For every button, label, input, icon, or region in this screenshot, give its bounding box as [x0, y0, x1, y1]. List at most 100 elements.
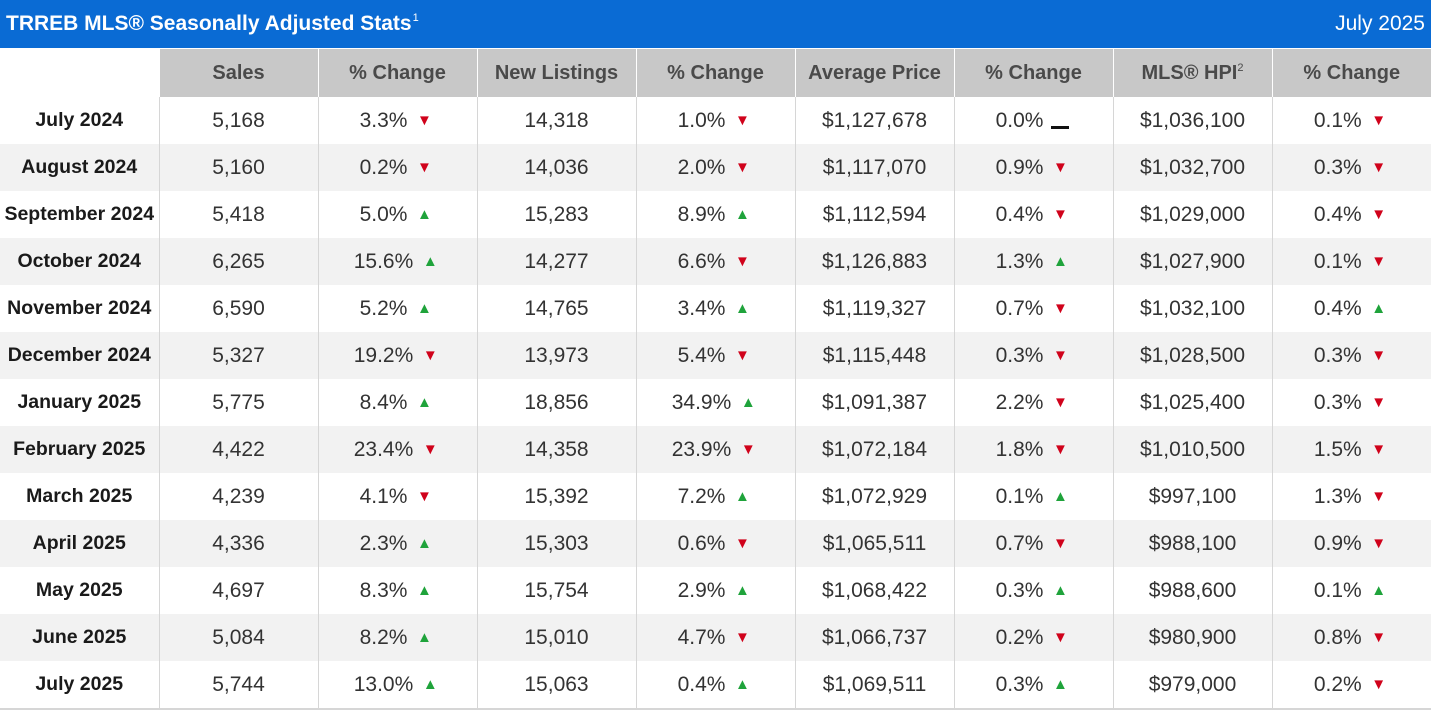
cell-listings-pct: 5.4% ▼: [635, 332, 795, 379]
row-month-label: July 2025: [0, 661, 159, 708]
cell-avg-price-pct: 0.3% ▼: [953, 332, 1113, 379]
column-header-label: % Change: [985, 61, 1082, 84]
pct-change: 7.2% ▲: [678, 485, 754, 509]
down-triangle-icon: ▼: [1371, 394, 1387, 411]
cell-sales: 5,418: [158, 191, 318, 238]
pct-change-value: 1.5%: [1313, 437, 1362, 461]
cell-listings: 14,318: [476, 97, 636, 144]
cell-listings-pct: 2.9% ▲: [635, 567, 795, 614]
cell-sales: 4,239: [158, 473, 318, 520]
pct-change: 4.7% ▼: [678, 626, 754, 650]
pct-change: 8.4% ▲: [360, 391, 436, 415]
down-triangle-icon: ▼: [1371, 206, 1387, 223]
cell-sales-pct: 19.2% ▼: [317, 332, 477, 379]
cell-avg-price: $1,069,511: [794, 661, 954, 708]
cell-hpi-pct: 0.1% ▼: [1271, 238, 1431, 285]
pct-change: 2.0% ▼: [678, 156, 754, 180]
cell-sales-pct: 5.2% ▲: [317, 285, 477, 332]
pct-change-value: 0.3%: [995, 343, 1044, 367]
cell-avg-price: $1,115,448: [794, 332, 954, 379]
title-bar: TRREB MLS® Seasonally Adjusted Stats1 Ju…: [0, 0, 1431, 48]
up-triangle-icon: ▲: [417, 206, 432, 223]
cell-hpi-pct: 0.4% ▲: [1271, 285, 1431, 332]
cell-sales-pct: 0.2% ▼: [317, 144, 477, 191]
pct-change-value: 6.6%: [677, 249, 726, 273]
pct-change: 8.9% ▲: [678, 203, 754, 227]
column-header: MLS® HPI2: [1112, 49, 1272, 97]
pct-change-value: 34.9%: [671, 390, 732, 414]
cell-listings: 13,973: [476, 332, 636, 379]
up-triangle-icon: ▲: [422, 676, 438, 693]
cell-sales: 5,775: [158, 379, 318, 426]
cell-hpi-pct: 0.8% ▼: [1271, 614, 1431, 661]
down-triangle-icon: ▼: [1371, 535, 1387, 552]
down-triangle-icon: ▼: [735, 112, 750, 129]
up-triangle-icon: ▲: [422, 253, 438, 270]
table-row: September 2024 5,418 5.0% ▲ 15,283 8.9% ▲ $1,11…: [0, 191, 1431, 238]
cell-hpi: $1,028,500: [1112, 332, 1272, 379]
down-triangle-icon: ▼: [1371, 112, 1387, 129]
table-row: November 2024 6,590 5.2% ▲ 14,765 3.4% ▲ $1,119…: [0, 285, 1431, 332]
cell-avg-price-pct: 0.1% ▲: [953, 473, 1113, 520]
pct-change: 8.3% ▲: [360, 579, 436, 603]
pct-change-value: 0.9%: [1313, 531, 1362, 555]
pct-change-value: 2.2%: [995, 390, 1044, 414]
cell-listings-pct: 1.0% ▼: [635, 97, 795, 144]
pct-change-value: 4.1%: [359, 484, 408, 508]
pct-change: 0.3% ▲: [996, 579, 1072, 603]
down-triangle-icon: ▼: [735, 347, 750, 364]
down-triangle-icon: ▼: [422, 347, 438, 364]
column-header: % Change: [317, 49, 477, 97]
pct-change: 2.3% ▲: [360, 532, 436, 556]
pct-change: 0.3% ▼: [1314, 391, 1390, 415]
pct-change-value: 1.0%: [677, 108, 726, 132]
up-triangle-icon: ▲: [740, 394, 756, 411]
pct-change-value: 5.4%: [677, 343, 726, 367]
pct-change-value: 3.4%: [677, 296, 726, 320]
down-triangle-icon: ▼: [735, 629, 750, 646]
cell-listings: 15,392: [476, 473, 636, 520]
down-triangle-icon: ▼: [1371, 441, 1387, 458]
down-triangle-icon: ▼: [735, 159, 750, 176]
pct-change-value: 0.7%: [995, 531, 1044, 555]
cell-listings-pct: 6.6% ▼: [635, 238, 795, 285]
pct-change: 0.3% ▼: [996, 344, 1072, 368]
row-month-label: March 2025: [0, 473, 159, 520]
table-row: January 2025 5,775 8.4% ▲ 18,856 34.9% ▲ $1,091…: [0, 379, 1431, 426]
cell-sales-pct: 8.3% ▲: [317, 567, 477, 614]
title-text: TRREB MLS® Seasonally Adjusted Stats: [6, 12, 412, 35]
pct-change-value: 0.1%: [995, 484, 1044, 508]
cell-hpi: $997,100: [1112, 473, 1272, 520]
up-triangle-icon: ▲: [417, 582, 432, 599]
table-body: July 2024 5,168 3.3% ▼ 14,318 1.0% ▼ $1,127,678…: [0, 97, 1431, 708]
down-triangle-icon: ▼: [735, 535, 750, 552]
header-blank: [0, 49, 159, 97]
cell-sales-pct: 8.2% ▲: [317, 614, 477, 661]
up-triangle-icon: ▲: [735, 206, 750, 223]
cell-hpi-pct: 0.3% ▼: [1271, 144, 1431, 191]
pct-change: 2.2% ▼: [996, 391, 1072, 415]
pct-change: 0.1% ▼: [1314, 109, 1390, 133]
pct-change: 13.0% ▲: [354, 673, 442, 697]
up-triangle-icon: ▲: [1053, 488, 1068, 505]
cell-sales: 5,327: [158, 332, 318, 379]
cell-listings-pct: 0.4% ▲: [635, 661, 795, 708]
row-month-label: August 2024: [0, 144, 159, 191]
pct-change-value: 0.7%: [995, 296, 1044, 320]
cell-avg-price-pct: 1.3% ▲: [953, 238, 1113, 285]
row-month-label: November 2024: [0, 285, 159, 332]
cell-hpi-pct: 0.1% ▲: [1271, 567, 1431, 614]
pct-change-value: 5.0%: [359, 202, 408, 226]
cell-sales-pct: 5.0% ▲: [317, 191, 477, 238]
up-triangle-icon: ▲: [735, 488, 750, 505]
pct-change-value: 0.1%: [1313, 108, 1362, 132]
pct-change-value: 23.9%: [671, 437, 732, 461]
pct-change: 3.3% ▼: [360, 109, 436, 133]
pct-change: 4.1% ▼: [360, 485, 436, 509]
down-triangle-icon: ▼: [422, 441, 438, 458]
pct-change-value: 7.2%: [677, 484, 726, 508]
cell-hpi: $1,025,400: [1112, 379, 1272, 426]
pct-change-value: 2.9%: [677, 578, 726, 602]
cell-avg-price: $1,072,184: [794, 426, 954, 473]
